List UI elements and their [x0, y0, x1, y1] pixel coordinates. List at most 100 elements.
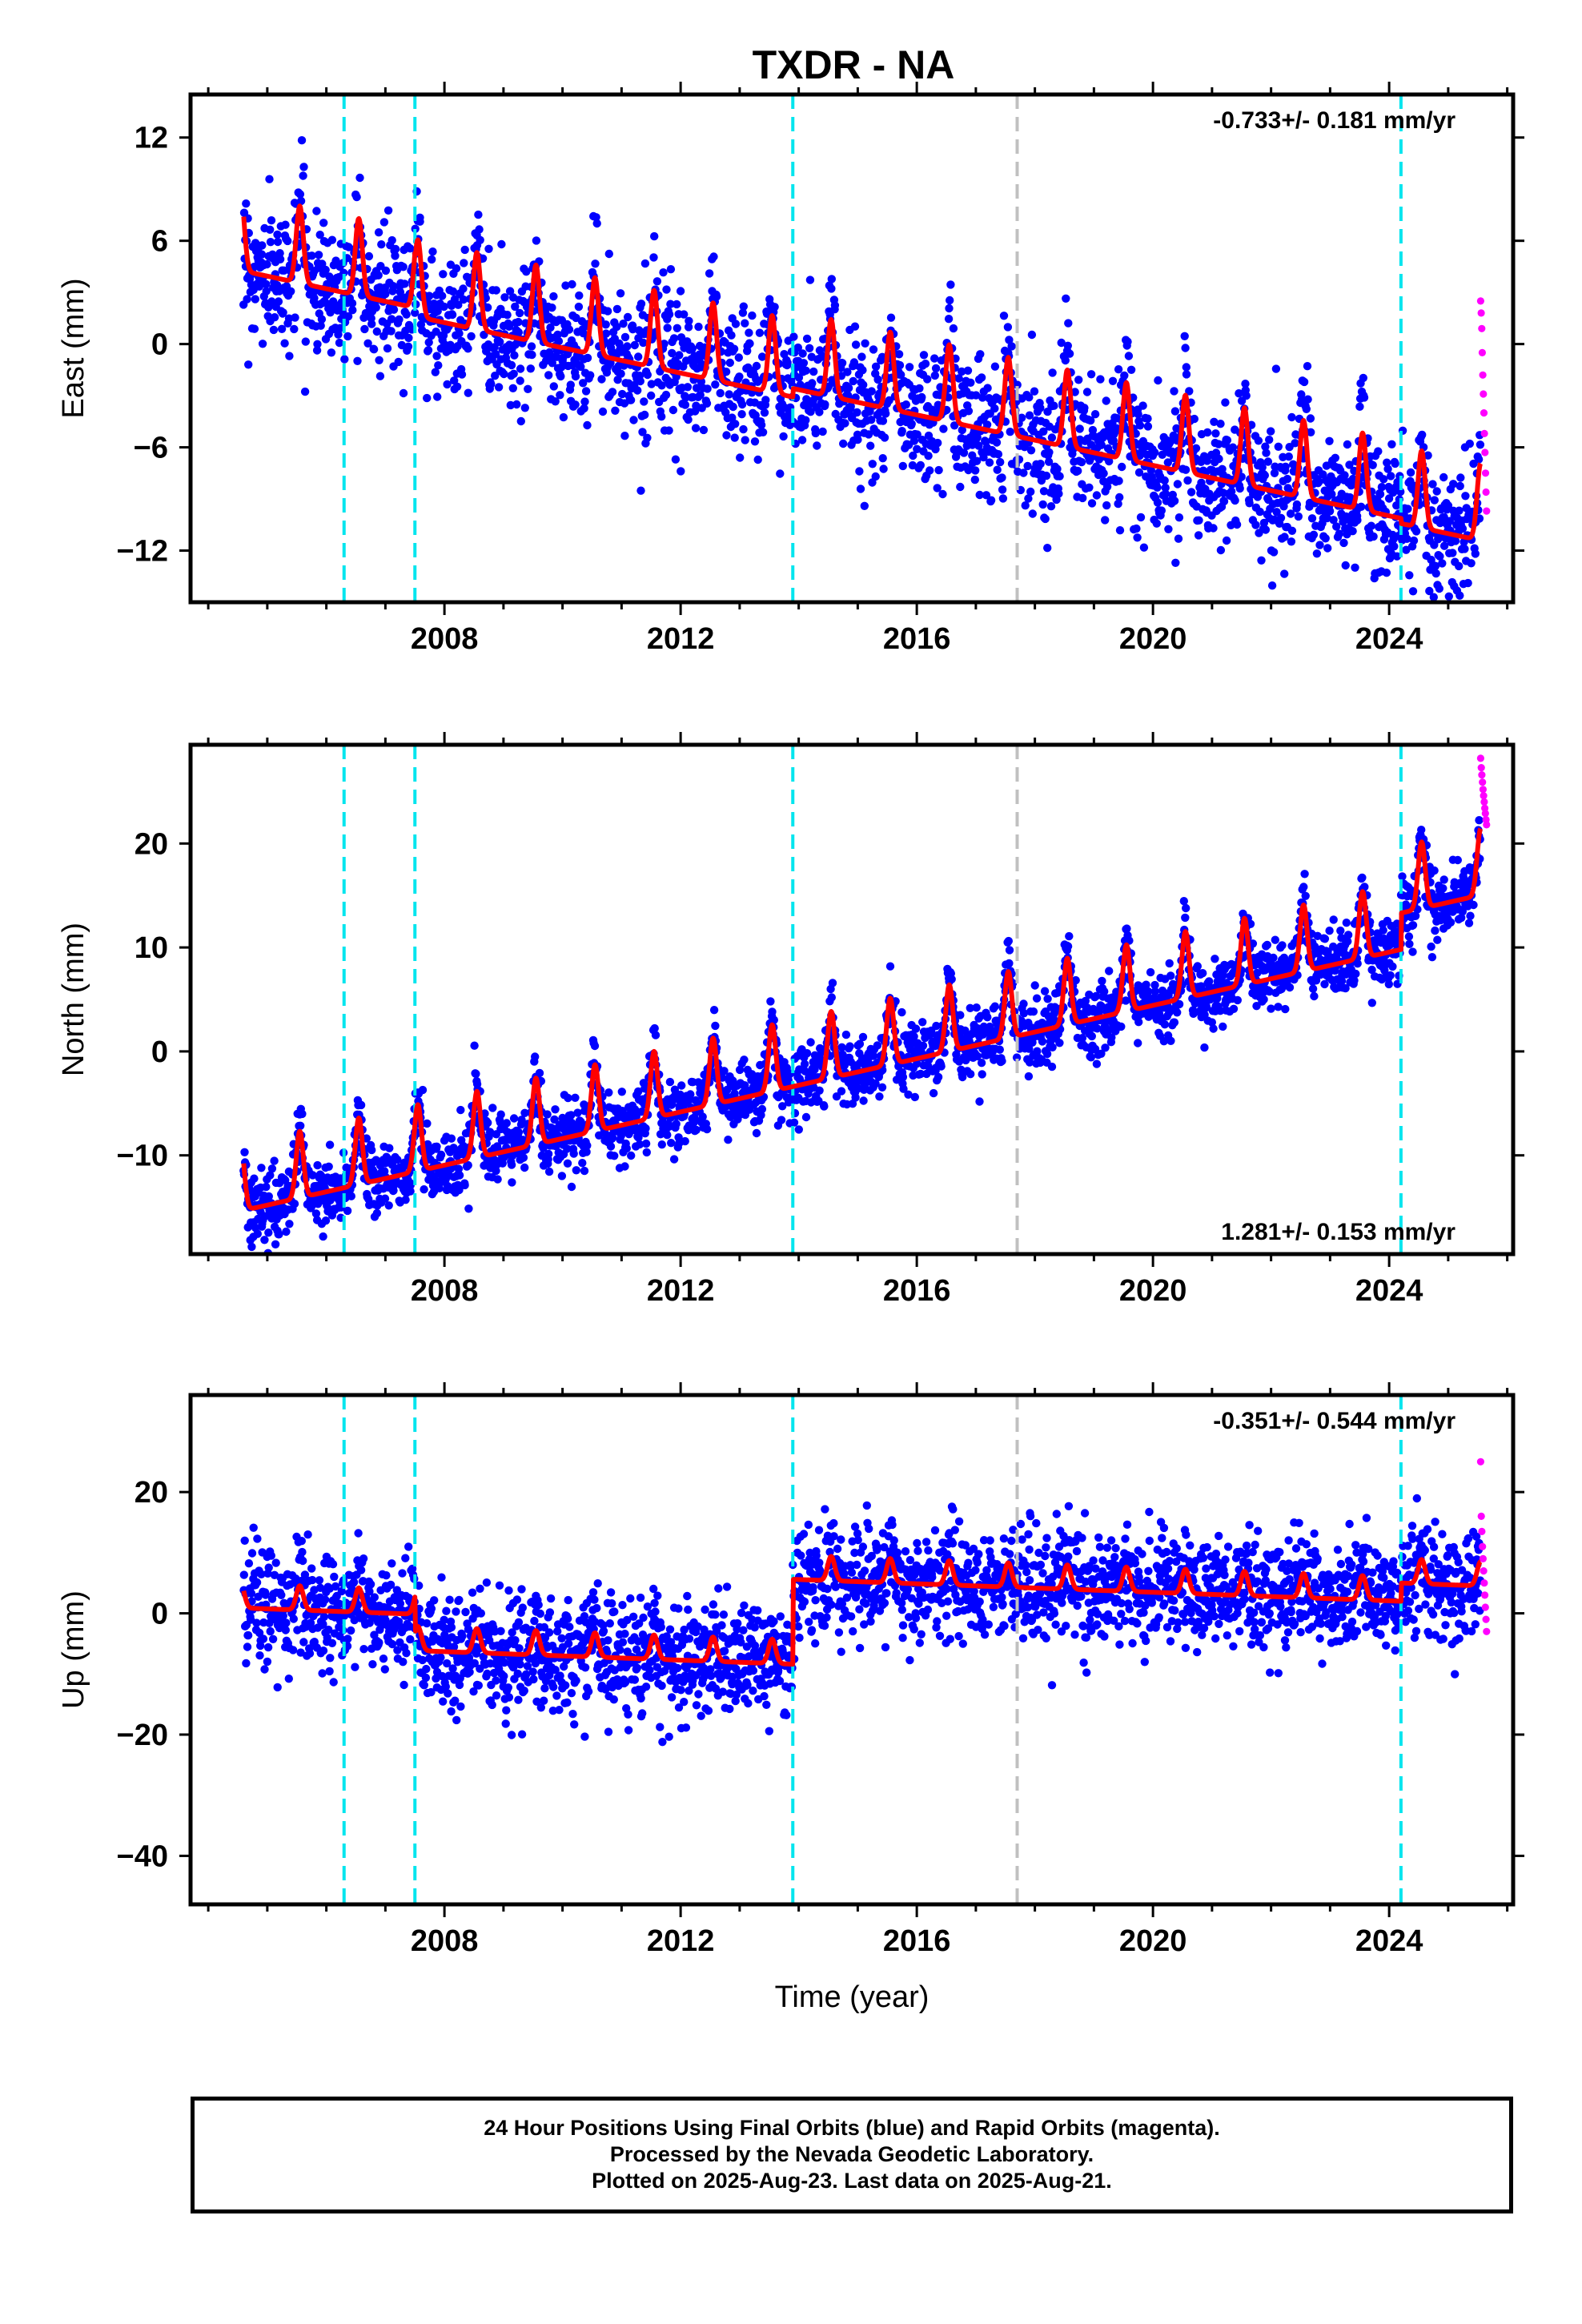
- final-orbit-point: [1340, 471, 1349, 480]
- final-orbit-point: [367, 320, 376, 328]
- final-orbit-point: [454, 1164, 464, 1173]
- final-orbit-point: [1291, 439, 1299, 448]
- final-orbit-point: [1160, 1020, 1170, 1029]
- final-orbit-point: [1042, 471, 1051, 480]
- final-orbit-point: [1094, 1008, 1103, 1017]
- final-orbit-point: [257, 250, 267, 259]
- final-orbit-point: [784, 1076, 793, 1085]
- final-orbit-point: [516, 364, 525, 373]
- final-orbit-point: [364, 251, 374, 261]
- final-orbit-point: [1409, 536, 1419, 545]
- final-orbit-point: [665, 426, 673, 435]
- final-orbit-point: [634, 352, 643, 361]
- final-orbit-point: [1190, 414, 1199, 424]
- final-orbit-point: [1387, 472, 1395, 480]
- final-orbit-point: [347, 1192, 355, 1200]
- final-orbit-point: [1172, 424, 1181, 433]
- final-orbit-point: [974, 441, 983, 450]
- final-orbit-point: [531, 1052, 540, 1061]
- final-orbit-point: [776, 469, 785, 478]
- final-orbit-point: [659, 268, 668, 277]
- final-orbit-point: [271, 1240, 280, 1249]
- final-orbit-point: [512, 400, 521, 409]
- final-orbit-point: [1195, 516, 1203, 525]
- final-orbit-point: [1272, 508, 1281, 517]
- final-orbit-point: [253, 1229, 262, 1238]
- final-orbit-point: [1428, 480, 1437, 489]
- final-orbit-point: [921, 360, 930, 368]
- final-orbit-point: [1262, 448, 1271, 457]
- final-orbit-point: [1271, 364, 1281, 373]
- final-orbit-point: [311, 1209, 321, 1218]
- final-orbit-point: [729, 344, 739, 353]
- final-orbit-point: [416, 217, 424, 226]
- final-orbit-points-east: [239, 136, 1485, 601]
- final-orbit-point: [1006, 428, 1014, 436]
- final-orbit-point: [859, 380, 868, 389]
- final-orbit-point: [675, 351, 684, 360]
- final-orbit-point: [1087, 499, 1097, 508]
- final-orbit-point: [640, 397, 648, 406]
- final-orbit-point: [265, 175, 274, 183]
- final-orbit-point: [1142, 980, 1150, 989]
- final-orbit-point: [549, 382, 558, 391]
- final-orbit-point: [871, 1079, 880, 1088]
- final-orbit-point: [399, 263, 408, 271]
- final-orbit-point: [1265, 987, 1274, 996]
- final-orbit-point: [483, 303, 492, 312]
- final-orbit-point: [1200, 1043, 1209, 1052]
- final-orbit-point: [1258, 463, 1267, 472]
- final-orbit-point: [287, 287, 295, 296]
- final-orbit-point: [1294, 512, 1303, 521]
- final-orbit-point: [875, 1092, 884, 1101]
- final-orbit-point: [1063, 942, 1073, 951]
- final-orbit-point: [1287, 412, 1296, 422]
- final-orbit-point: [485, 1128, 495, 1136]
- final-orbit-point: [660, 340, 669, 348]
- final-orbit-point: [1134, 1018, 1143, 1027]
- final-orbit-point: [1013, 380, 1022, 389]
- final-orbit-point: [958, 425, 967, 435]
- final-orbit-point: [669, 334, 679, 343]
- final-orbit-point: [464, 1204, 473, 1213]
- final-orbit-point: [1166, 1036, 1175, 1046]
- final-orbit-point: [464, 344, 472, 353]
- final-orbit-point: [394, 357, 403, 367]
- final-orbit-point: [598, 407, 608, 416]
- final-orbit-point: [634, 1087, 643, 1096]
- final-orbit-point: [250, 324, 259, 333]
- final-orbit-point: [956, 482, 965, 492]
- final-orbit-point: [622, 1144, 631, 1153]
- final-orbit-point: [505, 287, 515, 296]
- model-curve-east: [241, 203, 1483, 541]
- final-orbit-point: [1315, 541, 1324, 549]
- final-orbit-point: [1024, 494, 1033, 503]
- final-orbit-point: [858, 1032, 868, 1042]
- final-orbit-point: [1355, 402, 1364, 411]
- final-orbit-point: [612, 304, 622, 314]
- final-orbit-point: [869, 345, 878, 354]
- final-orbit-point: [554, 336, 564, 346]
- final-orbit-point: [1114, 499, 1122, 509]
- final-orbit-point: [1281, 1004, 1290, 1014]
- final-orbit-point: [934, 438, 942, 448]
- final-orbit-point: [1005, 959, 1014, 968]
- final-orbit-point: [450, 1145, 459, 1154]
- final-orbit-point: [975, 490, 984, 500]
- final-orbit-point: [1105, 967, 1114, 975]
- final-orbit-point: [515, 308, 524, 318]
- final-orbit-point: [806, 408, 815, 416]
- final-orbit-point: [647, 380, 656, 388]
- final-orbit-point: [490, 343, 499, 352]
- final-orbit-point: [508, 1178, 516, 1187]
- final-orbit-point: [871, 472, 880, 481]
- final-orbit-point: [1061, 356, 1070, 365]
- final-orbit-point: [573, 1108, 582, 1117]
- final-orbit-point: [448, 287, 458, 296]
- final-orbit-point: [1200, 1010, 1209, 1019]
- final-orbit-point: [1449, 480, 1458, 489]
- final-orbit-point: [917, 392, 926, 402]
- final-orbit-point: [522, 267, 531, 276]
- final-orbit-point: [848, 1100, 857, 1108]
